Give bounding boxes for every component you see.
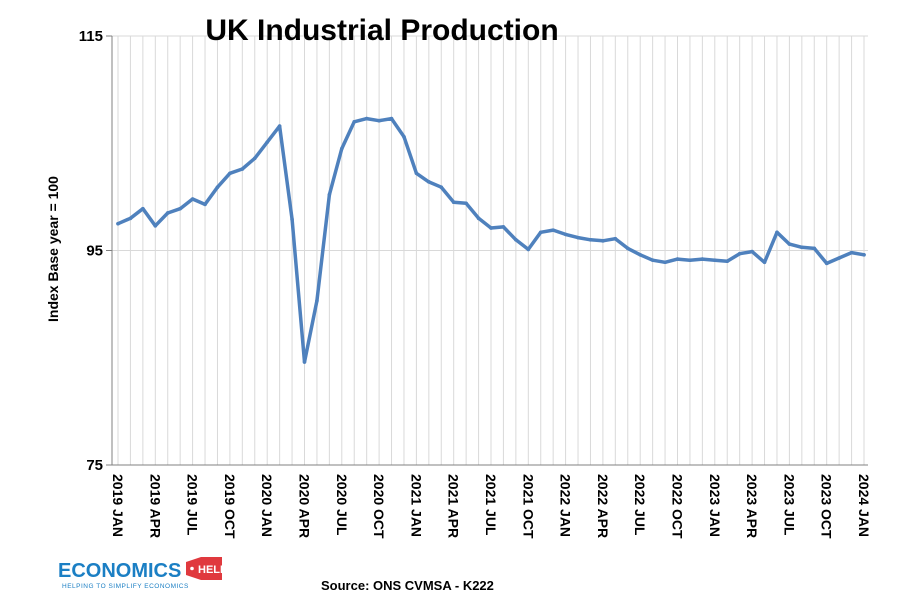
y-axis-label: Index Base year = 100	[45, 176, 61, 322]
economics-help-logo: ECONOMICS HELP HELPING TO SIMPLIFY ECONO…	[58, 557, 227, 590]
data-point	[526, 247, 531, 252]
x-tick-label: 2020 OCT	[371, 474, 387, 539]
data-point	[451, 200, 456, 205]
data-point	[327, 192, 332, 197]
logo-tagline: HELPING TO SIMPLIFY ECONOMICS	[62, 583, 189, 590]
y-tick-label: 95	[86, 243, 103, 260]
data-point	[215, 185, 220, 190]
data-point	[862, 252, 866, 257]
data-point	[141, 206, 145, 211]
logo-main-text: ECONOMICS	[58, 560, 181, 582]
data-point	[762, 260, 767, 265]
data-point	[576, 235, 580, 240]
data-point	[501, 225, 506, 229]
x-tick-label: 2022 JAN	[558, 474, 574, 537]
data-point	[302, 360, 307, 364]
data-point	[364, 116, 369, 121]
chart-title: UK Industrial Production	[205, 14, 558, 47]
y-axis-ticks: 75 95 115	[79, 28, 112, 474]
x-tick-label: 2023 JAN	[707, 474, 723, 537]
data-point	[812, 246, 817, 251]
x-tick-label: 2023 OCT	[819, 474, 835, 539]
x-tick-label: 2020 APR	[297, 474, 313, 538]
data-point	[787, 242, 792, 246]
data-point	[663, 260, 667, 265]
y-tick-label: 75	[86, 457, 103, 474]
data-point	[613, 236, 618, 241]
x-tick-label: 2021 JAN	[408, 474, 424, 537]
data-point	[165, 211, 170, 215]
data-point	[352, 120, 357, 124]
x-tick-label: 2023 JUL	[781, 474, 797, 536]
data-point	[638, 252, 642, 257]
data-point	[228, 171, 232, 176]
data-point	[713, 258, 717, 262]
data-point	[601, 239, 605, 243]
data-point	[675, 257, 680, 261]
data-point	[128, 216, 133, 221]
x-tick-label: 2022 APR	[595, 474, 611, 538]
data-point	[650, 258, 655, 262]
x-tick-label: 2019 OCT	[222, 474, 238, 539]
data-point	[190, 197, 195, 201]
data-point	[688, 258, 692, 262]
x-tick-label: 2021 JUL	[483, 474, 499, 536]
data-point	[725, 259, 730, 264]
data-point	[402, 135, 406, 139]
source-note: Source: ONS CVMSA - K222	[321, 578, 494, 593]
data-point	[775, 230, 779, 235]
data-point	[277, 124, 282, 128]
data-point	[464, 201, 468, 206]
data-point	[514, 237, 518, 242]
data-point	[737, 251, 742, 256]
logo-badge	[186, 557, 222, 580]
data-point	[489, 226, 493, 230]
data-point	[153, 224, 158, 228]
data-point	[252, 156, 257, 161]
x-tick-label: 2019 JAN	[110, 474, 126, 537]
data-point	[800, 245, 804, 250]
y-tick-label: 115	[79, 28, 103, 45]
logo-badge-text: HELP	[198, 564, 227, 576]
series-layer	[116, 116, 866, 364]
data-point	[290, 217, 294, 222]
data-point	[538, 230, 543, 235]
x-tick-label: 2020 JUL	[334, 474, 350, 536]
data-point	[849, 250, 854, 255]
grid-lines	[112, 35, 868, 465]
data-point	[389, 116, 394, 121]
x-tick-label: 2019 JUL	[185, 474, 201, 536]
data-point	[427, 180, 431, 184]
x-tick-label: 2021 APR	[446, 474, 462, 538]
data-point	[315, 299, 319, 303]
x-tick-label: 2022 OCT	[670, 474, 686, 539]
x-tick-label: 2019 APR	[147, 474, 163, 538]
data-point	[178, 206, 182, 211]
x-axis-ticks: 2019 JAN 2019 APR 2019 JUL 2019 OCT 2020 JAN…	[110, 474, 872, 539]
data-point	[340, 146, 344, 151]
logo-badge-hole	[190, 566, 194, 571]
data-point	[240, 167, 245, 171]
data-point	[265, 140, 270, 144]
data-point	[116, 221, 120, 226]
data-point	[588, 237, 593, 242]
data-point	[837, 256, 841, 260]
x-tick-label: 2024 JAN	[856, 474, 872, 537]
data-point	[750, 249, 754, 254]
data-point	[439, 185, 444, 190]
data-point	[700, 257, 705, 261]
data-point	[625, 246, 630, 251]
data-point	[551, 228, 555, 232]
data-point	[377, 118, 381, 123]
data-point	[203, 202, 207, 207]
data-point	[476, 216, 481, 221]
x-tick-label: 2022 JUL	[632, 474, 648, 536]
x-tick-label: 2020 JAN	[259, 474, 275, 537]
x-tick-label: 2021 OCT	[520, 474, 536, 539]
data-point	[414, 171, 419, 176]
x-tick-label: 2023 APR	[744, 474, 760, 538]
data-point	[824, 261, 829, 266]
data-point	[563, 232, 568, 237]
